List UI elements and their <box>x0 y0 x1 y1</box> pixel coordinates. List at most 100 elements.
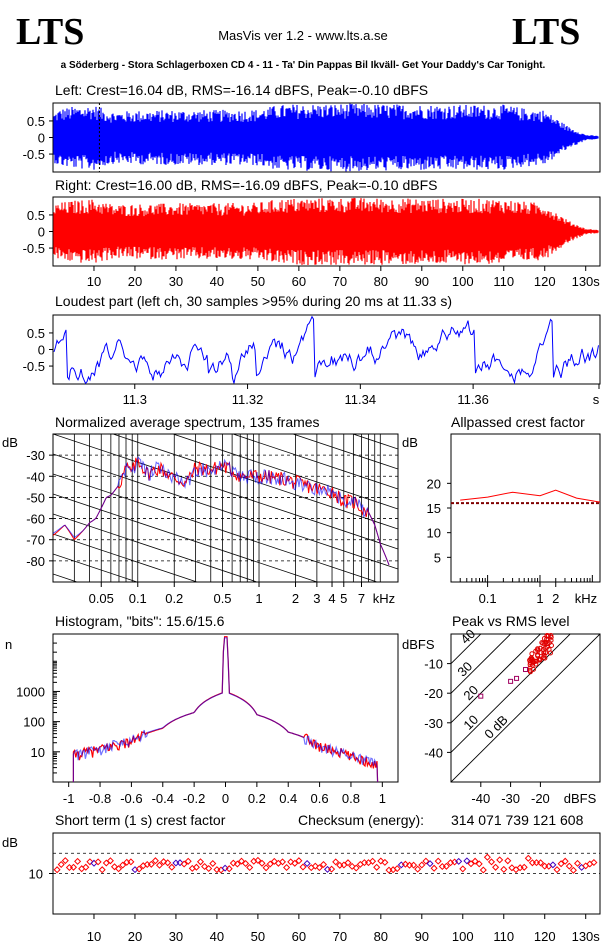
peakrms-crest-label: 40 <box>457 626 478 647</box>
shortcrest-xtick-label: 60 <box>292 929 306 944</box>
shortcrest-xtick-label: 100 <box>452 929 474 944</box>
right-xtick-label: 110 <box>493 274 514 289</box>
histogram-ytick-label: 10 <box>31 745 45 760</box>
histogram-xtick-label: 0.4 <box>279 791 297 806</box>
histogram-series-0 <box>72 636 379 783</box>
allpass-xunit-label: kHz <box>575 591 597 606</box>
right-xtick-label: 60 <box>292 274 306 289</box>
peakrms-frame <box>450 633 601 783</box>
spectrum-xtick-label: 3 <box>313 591 320 606</box>
spectrum-ytick-label: -80 <box>26 554 45 569</box>
spectrum-series-1 <box>53 455 390 566</box>
loudest-xunit-label: s <box>593 392 600 407</box>
app-title: MasVis ver 1.2 - www.lts.a.se <box>218 28 388 43</box>
histogram-ytick-label: 100 <box>23 715 45 730</box>
peakrms-crest-label: 0 dB <box>481 712 511 742</box>
peakrms-xtick-label: -30 <box>501 791 520 806</box>
right-xtick-label: 10 <box>87 274 101 289</box>
shortcrest-points <box>53 853 598 874</box>
shortcrest-title: Short term (1 s) crest factor <box>55 812 226 828</box>
checksum-value: 314 071 739 121 608 <box>451 812 584 828</box>
shortcrest-xtick-label: 90 <box>415 929 429 944</box>
allpass-xtick-label: 0.1 <box>479 591 497 606</box>
allpass-ytick-label: 5 <box>434 550 441 565</box>
spectrum-ytick-label: -30 <box>26 448 45 463</box>
spectrum-title: Normalized average spectrum, 135 frames <box>55 414 320 430</box>
right-xtick-label: 20 <box>128 274 142 289</box>
right-xtick-label: 130s <box>572 274 601 289</box>
shortcrest-xtick-label: 120 <box>534 929 556 944</box>
allpass-xtick-label: 1 <box>536 591 543 606</box>
left-ytick-label: -0.5 <box>23 147 45 162</box>
right-title: Right: Crest=16.00 dB, RMS=-16.09 dBFS, … <box>55 177 437 193</box>
left-ytick-label: 0.5 <box>27 114 45 129</box>
histogram-series-1 <box>72 637 379 783</box>
histogram-xtick-label: -0.2 <box>183 791 205 806</box>
loudest-xtick-label: 11.32 <box>232 392 264 407</box>
spectrum-xunit-label: kHz <box>373 591 395 606</box>
peakrms-crest-label: 20 <box>460 682 481 703</box>
logo-right: LTS <box>512 11 580 53</box>
histogram-xtick-label: -0.4 <box>152 791 174 806</box>
spectrum-xtick-label: 1 <box>255 591 262 606</box>
peakrms-xtick-label: -40 <box>471 791 490 806</box>
histogram-xtick-label: -0.6 <box>120 791 142 806</box>
histogram-xtick-label: -0.8 <box>89 791 111 806</box>
histogram-xtick-label: -1 <box>63 791 75 806</box>
shortcrest-xtick-label: 20 <box>128 929 142 944</box>
peakrms-ytick-label: -20 <box>424 686 443 701</box>
histogram-xtick-label: 0 <box>222 791 229 806</box>
spectrum-slope-lines <box>53 434 398 582</box>
histogram-ytick-label: 1000 <box>16 684 45 699</box>
spectrum-ylabel: dB <box>2 435 18 450</box>
shortcrest-xtick-label: 130s <box>572 929 601 944</box>
loudest-ytick-label: -0.5 <box>23 359 45 374</box>
shortcrest-xtick-label: 10 <box>87 929 101 944</box>
left-wave <box>53 103 599 172</box>
loudest-xtick-label: 11.3 <box>123 392 147 407</box>
right-xtick-label: 90 <box>415 274 429 289</box>
shortcrest-xtick-label: 80 <box>374 929 388 944</box>
right-xtick-label: 80 <box>374 274 388 289</box>
left-title: Left: Crest=16.04 dB, RMS=-16.14 dBFS, P… <box>55 82 428 98</box>
allpass-title: Allpassed crest factor <box>451 414 585 430</box>
checksum-label: Checksum (energy): <box>298 812 424 828</box>
spectrum-xtick-label: 4 <box>328 591 335 606</box>
spectrum-xtick-label: 0.2 <box>165 591 183 606</box>
spectrum-xtick-label: 7 <box>358 591 365 606</box>
right-xtick-label: 40 <box>210 274 224 289</box>
shortcrest-ylabel: dB <box>2 835 18 850</box>
allpass-ylabel: dB <box>402 435 418 450</box>
peakrms-xunit-label: dBFS <box>564 791 597 806</box>
histogram-xtick-label: 0.6 <box>311 791 329 806</box>
peakrms-crest-lines <box>451 634 600 782</box>
peakrms-ytick-label: -10 <box>424 657 443 672</box>
loudest-ytick-label: 0 <box>38 343 45 358</box>
track-title: a Söderberg - Stora Schlagerboxen CD 4 -… <box>61 60 546 71</box>
histogram-xtick-label: 1 <box>379 791 386 806</box>
spectrum-xtick-label: 0.5 <box>213 591 231 606</box>
shortcrest-xtick-label: 40 <box>210 929 224 944</box>
peakrms-ylabel: dBFS <box>402 637 435 652</box>
right-xtick-label: 30 <box>169 274 183 289</box>
peakrms-ytick-label: -40 <box>424 745 443 760</box>
allpass-ytick-label: 10 <box>427 526 441 541</box>
histogram-xtick-label: 0.2 <box>248 791 266 806</box>
shortcrest-xtick-label: 70 <box>333 929 347 944</box>
loudest-ytick-label: 0.5 <box>27 326 45 341</box>
histogram-frame <box>52 633 399 783</box>
spectrum-xtick-label: 0.05 <box>89 591 114 606</box>
shortcrest-xtick-label: 30 <box>169 929 183 944</box>
right-xtick-label: 50 <box>251 274 265 289</box>
spectrum-frame <box>52 433 399 583</box>
loudest-line <box>53 315 599 385</box>
loudest-xtick-label: 11.36 <box>457 392 489 407</box>
right-xtick-label: 100 <box>452 274 474 289</box>
peakrms-crest-label: 10 <box>460 712 481 733</box>
shortcrest-xtick-label: 110 <box>493 929 514 944</box>
shortcrest-ytick-label: 10 <box>29 867 43 882</box>
spectrum-ytick-label: -60 <box>26 512 45 527</box>
loudest-title: Loudest part (left ch, 30 samples >95% d… <box>55 293 452 309</box>
